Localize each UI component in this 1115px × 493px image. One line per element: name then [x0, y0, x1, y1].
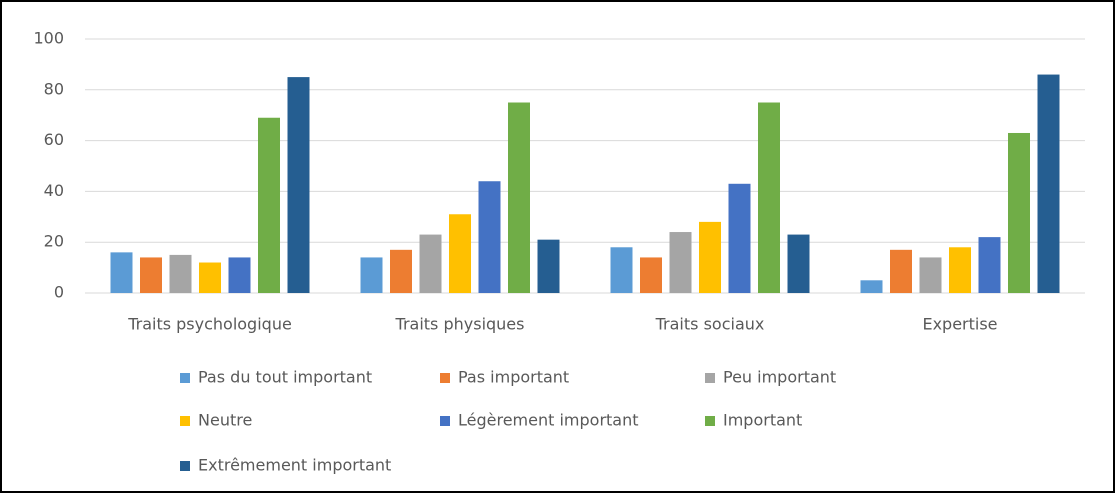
legend-label: Important [723, 411, 802, 430]
bar [140, 257, 162, 293]
bar [699, 221, 721, 293]
bar [640, 257, 662, 293]
legend-swatch [180, 461, 190, 471]
y-tick-label: 80 [44, 79, 64, 98]
legend-swatch [705, 416, 715, 426]
bar [478, 181, 501, 293]
legend-swatch [440, 416, 450, 426]
bar [890, 249, 912, 293]
legend-label: Légèrement important [458, 411, 639, 430]
legend-label: Neutre [198, 411, 252, 430]
legend-swatch [705, 373, 715, 383]
legend-swatch [180, 416, 190, 426]
bar [360, 257, 383, 293]
bar [449, 214, 471, 293]
bar [758, 102, 780, 293]
bar [1008, 132, 1030, 293]
bar [228, 257, 251, 293]
x-tick-label: Traits psychologique [127, 315, 292, 334]
bar [787, 234, 810, 293]
bar [390, 249, 412, 293]
y-tick-label: 100 [33, 29, 64, 48]
y-tick-label: 60 [44, 130, 64, 149]
bar [1037, 74, 1060, 293]
legend-swatch [440, 373, 450, 383]
bar [669, 232, 692, 293]
bar [860, 280, 883, 293]
bar [978, 237, 1001, 293]
bar [258, 117, 280, 294]
bar [610, 247, 633, 293]
bar [537, 239, 560, 293]
x-tick-label: Traits sociaux [655, 315, 765, 334]
legend-label: Pas important [458, 368, 569, 387]
bar [287, 77, 310, 293]
bar [199, 262, 221, 293]
bar [919, 257, 942, 293]
y-tick-label: 20 [44, 232, 64, 251]
bar [949, 247, 971, 293]
y-tick-label: 40 [44, 181, 64, 200]
bar [169, 254, 192, 293]
x-tick-label: Traits physiques [395, 315, 525, 334]
legend-swatch [180, 373, 190, 383]
legend-label: Pas du tout important [198, 368, 372, 387]
legend-label: Peu important [723, 368, 836, 387]
x-tick-label: Expertise [922, 315, 997, 334]
bar [508, 102, 530, 293]
bar [728, 183, 751, 293]
legend-label: Extrêmement important [198, 456, 391, 475]
bar [419, 234, 442, 293]
bar [110, 252, 133, 293]
y-tick-label: 0 [54, 283, 64, 302]
